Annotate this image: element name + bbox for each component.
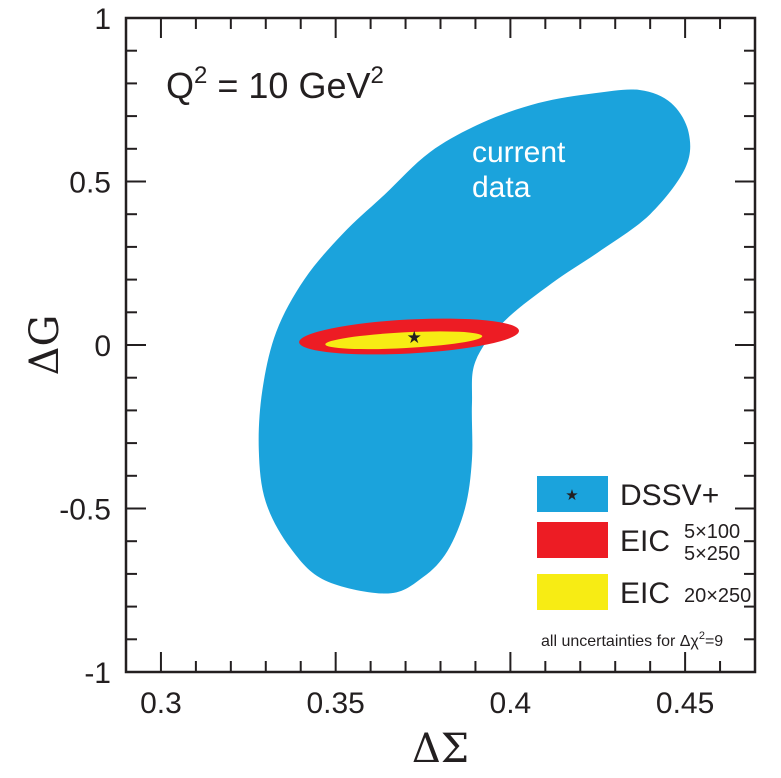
x-tick-label: 0.4 (490, 687, 532, 720)
q2-label: Q2 = 10 GeV2 (166, 62, 384, 106)
y-tick-label: 0.5 (69, 167, 111, 200)
uncertainty-note: all uncertainties for Δχ2=9 (541, 630, 723, 650)
legend-sublabel: 20×250 (684, 585, 751, 607)
legend-sublabel-top: 5×100 (684, 521, 740, 543)
x-tick-label: 0.45 (656, 687, 714, 720)
legend-label: DSSV+ (620, 479, 719, 512)
plot-area: ★ (258, 89, 691, 594)
legend-swatch (537, 522, 608, 558)
legend-star-icon: ★ (565, 486, 578, 504)
region-label-line1: current (472, 136, 566, 169)
y-tick-label: -1 (84, 657, 111, 690)
legend-label: EIC (620, 525, 670, 558)
y-tick-label: -0.5 (59, 494, 111, 527)
y-tick-label: 0 (94, 330, 111, 363)
y-axis-title: ΔG (22, 315, 68, 376)
x-axis-title: ΔΣ (412, 726, 469, 772)
legend-sublabel-bottom: 5×250 (684, 543, 740, 565)
legend-swatch (537, 574, 608, 610)
x-tick-label: 0.3 (140, 687, 182, 720)
y-tick-label: 1 (94, 3, 111, 36)
axes: 0.3 0.35 0.4 0.45 -1 -0.5 0 0.5 1 ΔΣ ΔG (22, 3, 757, 772)
x-tick-label: 0.35 (306, 687, 364, 720)
legend-label: EIC (620, 577, 670, 610)
legend-swatch (537, 476, 608, 512)
dssv-star-point: ★ (407, 328, 422, 348)
ellipse-eic-20x250 (325, 331, 483, 350)
region-label-line2: data (472, 171, 531, 204)
